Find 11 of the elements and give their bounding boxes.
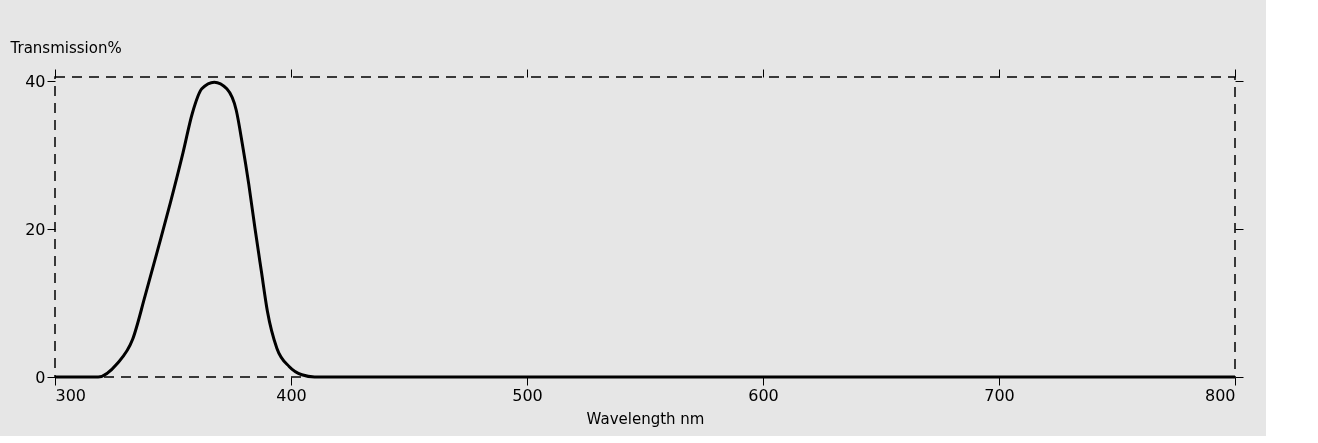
x-tick-label: 800 (1204, 385, 1236, 405)
x-tick-label: 600 (748, 385, 779, 405)
x-tick-label: 300 (55, 385, 87, 405)
x-tick-label: 700 (984, 385, 1015, 405)
y-tick-label: 40 (25, 71, 46, 91)
x-tick-label: 500 (512, 385, 543, 405)
x-tick-label: 400 (276, 385, 307, 405)
y-axis-title: Transmission% (9, 38, 122, 57)
y-tick-label: 0 (35, 367, 46, 387)
y-tick-label: 20 (25, 219, 46, 239)
x-axis-title: Wavelength nm (586, 409, 705, 428)
